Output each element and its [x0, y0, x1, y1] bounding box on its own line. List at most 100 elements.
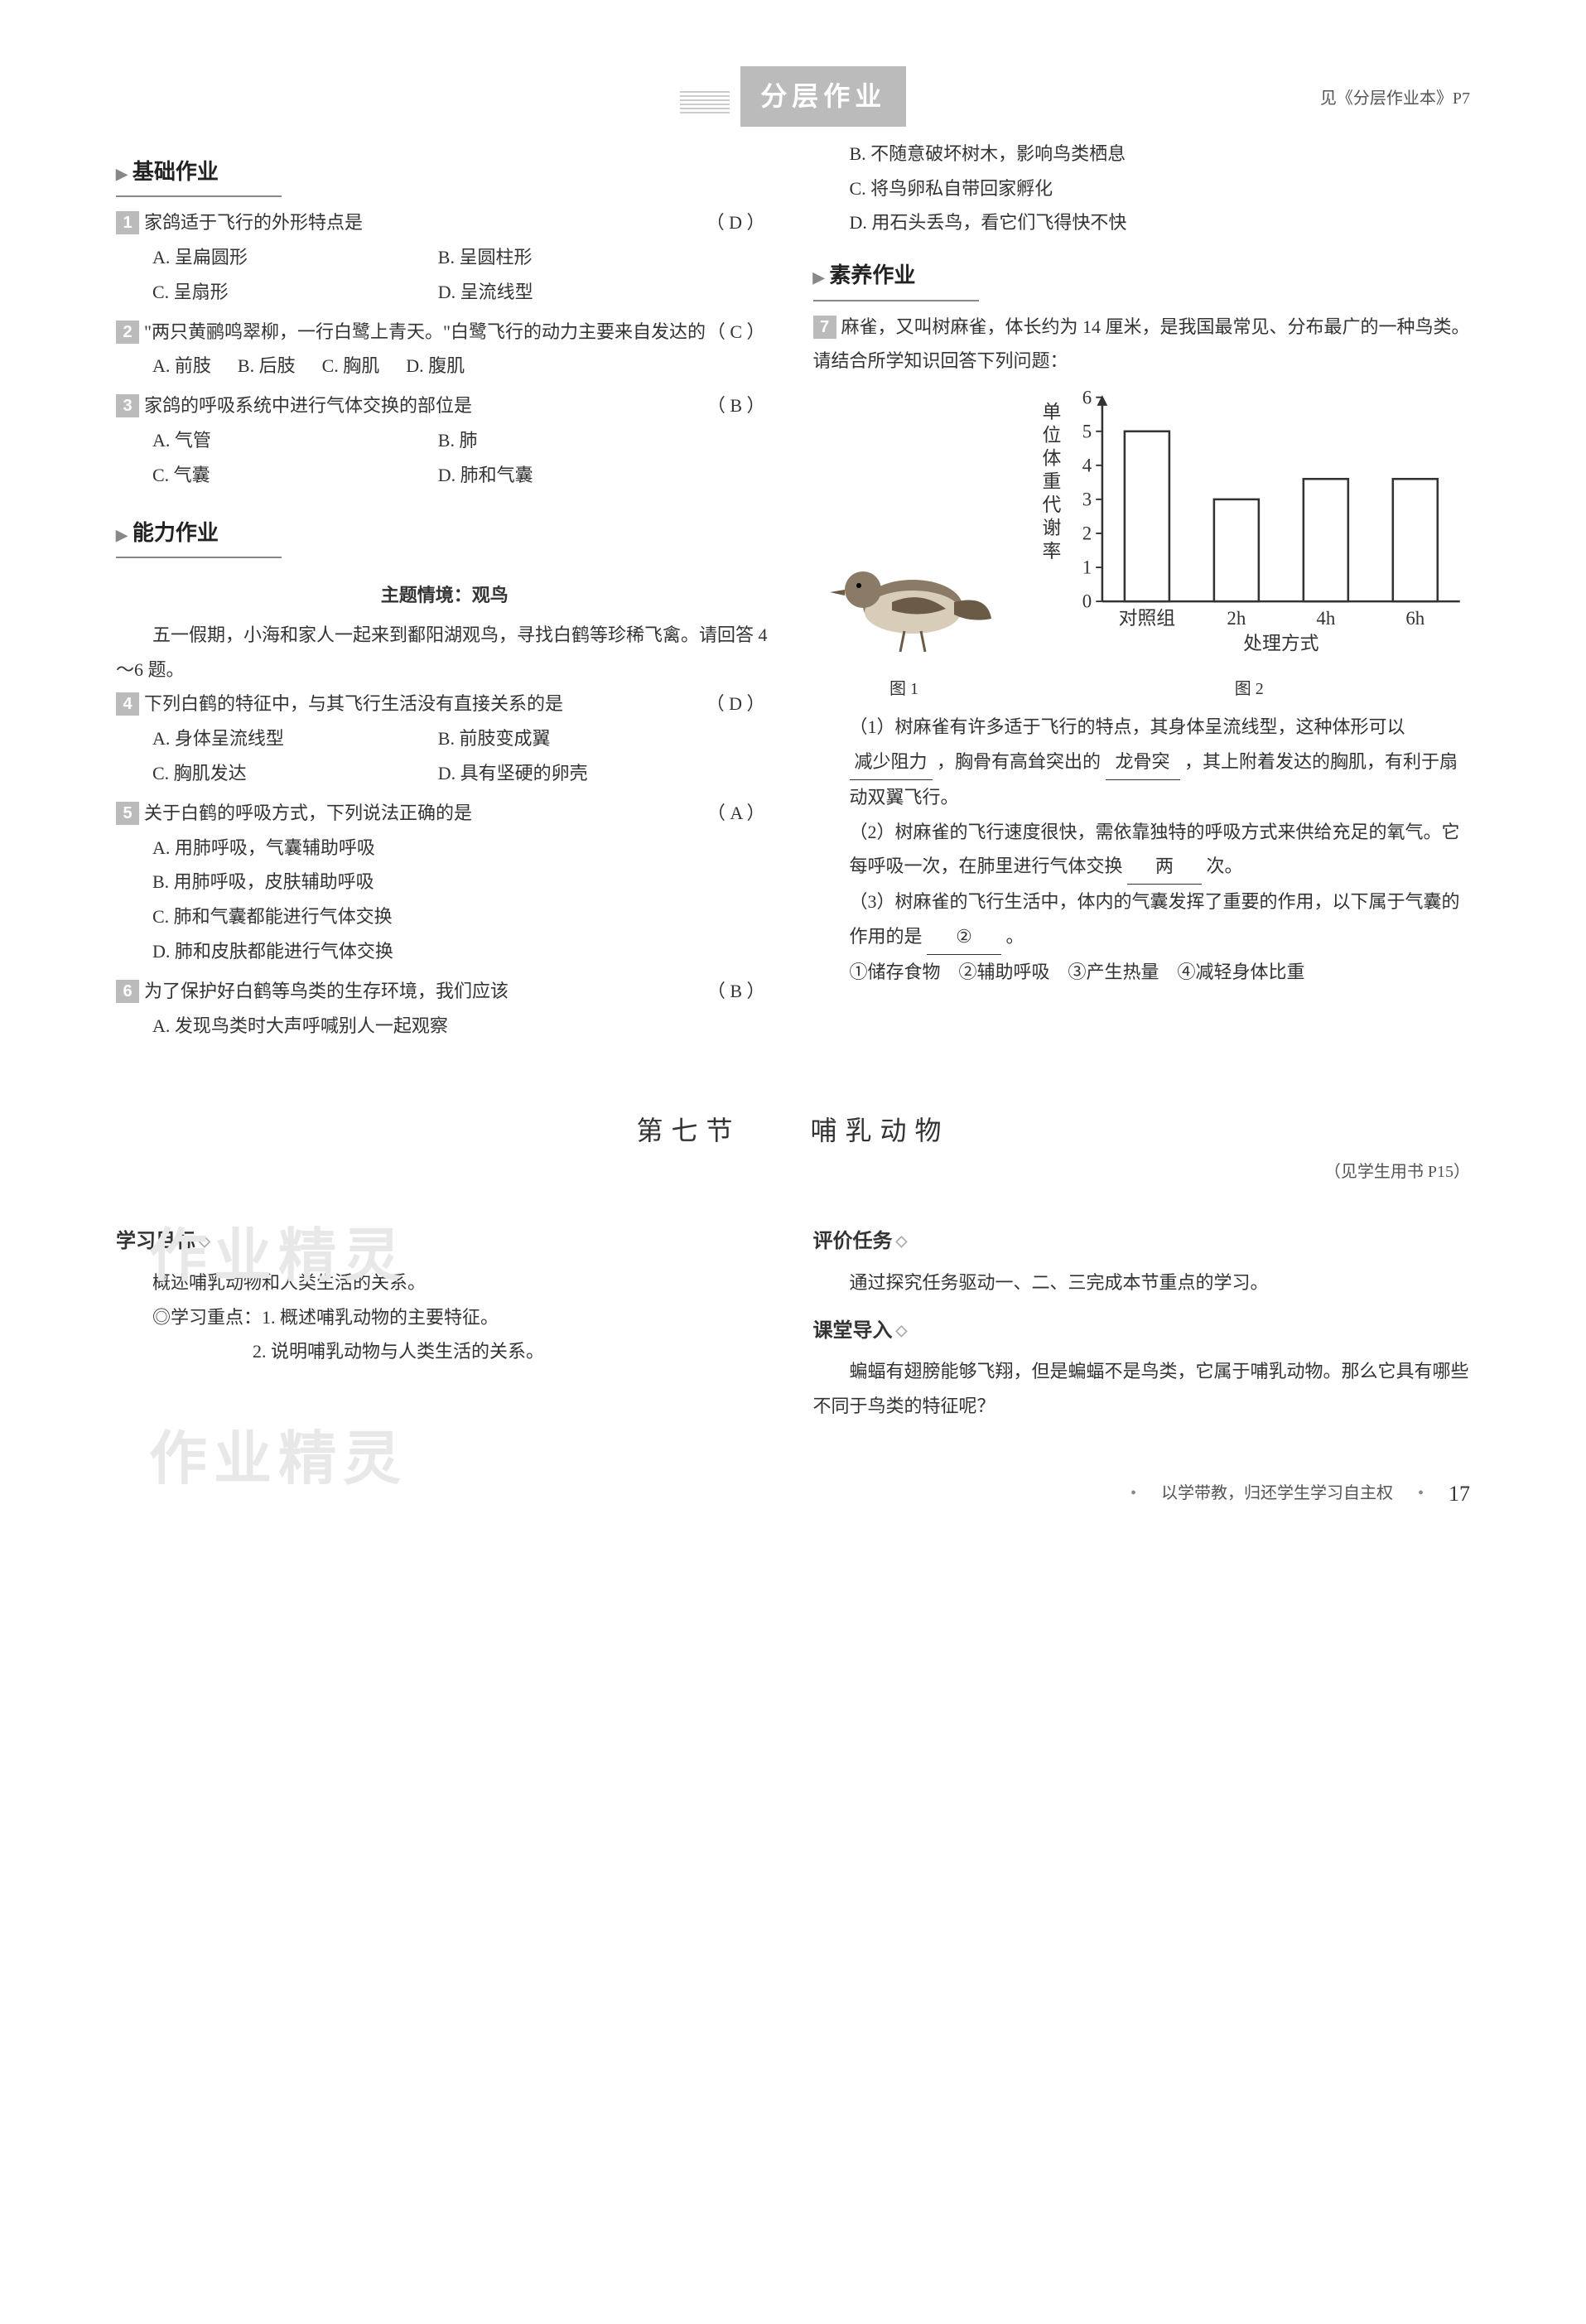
fig2-caption: 图 2	[1029, 673, 1471, 705]
opt-c: C. 胸肌	[322, 349, 380, 383]
svg-text:处理方式: 处理方式	[1243, 634, 1319, 654]
dot-icon: •	[1130, 1478, 1136, 1509]
fill-blank: ②	[927, 919, 1001, 955]
stem-text: 关于白鹤的呼吸方式，下列说法正确的是	[144, 803, 472, 823]
svg-text:单位体重代谢率: 单位体重代谢率	[1042, 402, 1061, 562]
opt-d: D. 具有坚硬的卵壳	[438, 756, 724, 791]
answer: （ C ）	[707, 315, 765, 350]
qnum: 1	[116, 211, 139, 234]
qnum: 6	[116, 980, 139, 1003]
figure-1-bird: 图 1	[813, 544, 995, 705]
svg-text:1: 1	[1082, 557, 1091, 578]
opt-b: B. 用肺呼吸，皮肤辅助呼吸	[152, 865, 747, 899]
opt-c: C. 呈扇形	[152, 275, 438, 310]
figure-2-chart: 0123456单位体重代谢率对照组2h4h6h处理方式 图 2	[1029, 387, 1471, 705]
bar-chart: 0123456单位体重代谢率对照组2h4h6h处理方式	[1029, 387, 1470, 660]
opt-b: B. 后肢	[238, 349, 296, 383]
opt-d: D. 肺和皮肤都能进行气体交换	[152, 934, 747, 969]
svg-text:2: 2	[1082, 523, 1091, 544]
banner-ref: 见《分层作业本》P7	[1320, 83, 1470, 114]
goals-l1: 概述哺乳动物和人类生活的关系。	[116, 1266, 774, 1300]
opt-c: C. 将鸟卵私自带回家孵化	[850, 171, 1444, 206]
section7-columns: 学习目标◇ 概述哺乳动物和人类生活的关系。 ◎学习重点：1. 概述哺乳动物的主要…	[116, 1211, 1470, 1424]
section-literacy: 素养作业	[813, 255, 979, 301]
opt-d: D. 腹肌	[406, 349, 465, 383]
opt-a: A. 身体呈流线型	[152, 721, 438, 756]
diamond-icon: ◇	[896, 1232, 908, 1249]
section-ability: 能力作业	[116, 513, 282, 558]
question-4: 4下列白鹤的特征中，与其飞行生活没有直接关系的是 （ D ） A. 身体呈流线型…	[116, 687, 774, 790]
stem-text: 为了保护好白鹤等鸟类的生存环境，我们应该	[144, 981, 509, 1001]
opt-c: C. 胸肌发达	[152, 756, 438, 791]
svg-text:0: 0	[1082, 591, 1091, 612]
banner-title: 分层作业	[740, 66, 906, 127]
svg-text:对照组: 对照组	[1118, 608, 1175, 629]
qnum: 3	[116, 394, 139, 417]
banner-decor	[680, 89, 730, 113]
left-column: 基础作业 1家鸽适于飞行的外形特点是 （ D ） A. 呈扁圆形 B. 呈圆柱形…	[116, 137, 774, 1049]
page-number: 17	[1449, 1473, 1470, 1514]
question-1: 1家鸽适于飞行的外形特点是 （ D ） A. 呈扁圆形 B. 呈圆柱形 C. 呈…	[116, 205, 774, 309]
goals-l2: ◎学习重点：1. 概述哺乳动物的主要特征。	[116, 1300, 774, 1335]
question-6: 6为了保护好白鹤等鸟类的生存环境，我们应该 （ B ） A. 发现鸟类时大声呼喊…	[116, 974, 774, 1044]
opt-a: A. 用肺呼吸，气囊辅助呼吸	[152, 831, 747, 865]
stem-text: 麻雀，又叫树麻雀，体长约为 14 厘米，是我国最常见、分布最广的一种鸟类。请结合…	[813, 316, 1470, 372]
stem-text: 家鸽的呼吸系统中进行气体交换的部位是	[144, 395, 472, 416]
answer: （ D ）	[706, 205, 765, 240]
answer: （ D ）	[706, 687, 765, 721]
tasks-l1: 通过探究任务驱动一、二、三完成本节重点的学习。	[813, 1266, 1471, 1300]
opt-c: C. 肺和气囊都能进行气体交换	[152, 899, 747, 934]
tasks-hdr: 评价任务◇	[813, 1222, 1471, 1261]
fig1-caption: 图 1	[813, 673, 995, 705]
goals-col: 学习目标◇ 概述哺乳动物和人类生活的关系。 ◎学习重点：1. 概述哺乳动物的主要…	[116, 1211, 774, 1424]
qnum: 4	[116, 692, 139, 716]
right-column: B. 不随意破坏树木，影响鸟类栖息 C. 将鸟卵私自带回家孵化 D. 用石头丢鸟…	[813, 137, 1471, 1049]
stem-text: 下列白鹤的特征中，与其飞行生活没有直接关系的是	[144, 693, 563, 714]
opt-b: B. 呈圆柱形	[438, 240, 724, 275]
q7-part3-opts: ①储存食物 ②辅助呼吸 ③产生热量 ④减轻身体比重	[813, 955, 1471, 990]
lead-hdr: 课堂导入◇	[813, 1312, 1471, 1350]
opt-a: A. 前肢	[152, 349, 211, 383]
dot-icon: •	[1418, 1478, 1424, 1509]
fill-blank: 减少阻力	[850, 745, 933, 780]
top-banner: 分层作业 见《分层作业本》P7	[116, 66, 1470, 127]
lead-l1: 蝙蝠有翅膀能够飞翔，但是蝙蝠不是鸟类，它属于哺乳动物。那么它具有哪些不同于鸟类的…	[813, 1354, 1471, 1424]
opt-b: B. 不随意破坏树木，影响鸟类栖息	[850, 137, 1444, 171]
scene-intro: 五一假期，小海和家人一起来到鄱阳湖观鸟，寻找白鹤等珍稀飞禽。请回答 4～6 题。	[116, 618, 774, 687]
scene-title: 主题情境：观鸟	[116, 578, 774, 613]
svg-text:5: 5	[1082, 422, 1091, 442]
svg-text:4: 4	[1082, 456, 1092, 476]
opt-a: A. 气管	[152, 423, 438, 458]
fill-blank: 龙骨突	[1106, 745, 1180, 780]
question-5: 5关于白鹤的呼吸方式，下列说法正确的是 （ A ） A. 用肺呼吸，气囊辅助呼吸…	[116, 796, 774, 969]
section7-title: 第七节 哺乳动物	[116, 1106, 1470, 1156]
opt-d: D. 用石头丢鸟，看它们飞得快不快	[850, 205, 1444, 240]
goals-hdr: 学习目标◇	[116, 1222, 774, 1261]
bird-icon	[813, 544, 995, 660]
opt-b: B. 肺	[438, 423, 724, 458]
question-3: 3家鸽的呼吸系统中进行气体交换的部位是 （ B ） A. 气管 B. 肺 C. …	[116, 388, 774, 492]
opt-d: D. 呈流线型	[438, 275, 724, 310]
opt-d: D. 肺和气囊	[438, 458, 724, 493]
opt-a: A. 呈扁圆形	[152, 240, 438, 275]
section7-ref: （见学生用书 P15）	[116, 1156, 1470, 1188]
q7-part1: （1）树麻雀有许多适于飞行的特点，其身体呈流线型，这种体形可以 减少阻力 ，胸骨…	[813, 710, 1471, 814]
question-2: 2"两只黄鹂鸣翠柳，一行白鹭上青天。"白鹭飞行的动力主要来自发达的 （ C ） …	[116, 315, 774, 384]
qnum: 5	[116, 802, 139, 825]
qnum: 2	[116, 321, 139, 344]
stem-text: 家鸽适于飞行的外形特点是	[144, 212, 363, 233]
diamond-icon: ◇	[896, 1322, 908, 1338]
opt-b: B. 前肢变成翼	[438, 721, 724, 756]
tasks-col: 评价任务◇ 通过探究任务驱动一、二、三完成本节重点的学习。 课堂导入◇ 蝙蝠有翅…	[813, 1211, 1471, 1424]
stem-text: "两只黄鹂鸣翠柳，一行白鹭上青天。"白鹭飞行的动力主要来自发达的	[144, 321, 706, 342]
diamond-icon: ◇	[199, 1232, 210, 1249]
svg-text:6h: 6h	[1405, 608, 1425, 629]
goals-l3: 2. 说明哺乳动物与人类生活的关系。	[116, 1334, 774, 1369]
q7-part2: （2）树麻雀的飞行速度很快，需依靠独特的呼吸方式来供给充足的氧气。它每呼吸一次，…	[813, 815, 1471, 885]
answer: （ B ）	[707, 974, 765, 1009]
page-footer: • 以学带教，归还学生学习自主权 • 17	[116, 1473, 1470, 1514]
svg-text:6: 6	[1082, 387, 1091, 407]
qnum: 7	[813, 316, 836, 339]
svg-text:4h: 4h	[1316, 608, 1335, 629]
worksheet-columns: 基础作业 1家鸽适于飞行的外形特点是 （ D ） A. 呈扁圆形 B. 呈圆柱形…	[116, 137, 1470, 1049]
